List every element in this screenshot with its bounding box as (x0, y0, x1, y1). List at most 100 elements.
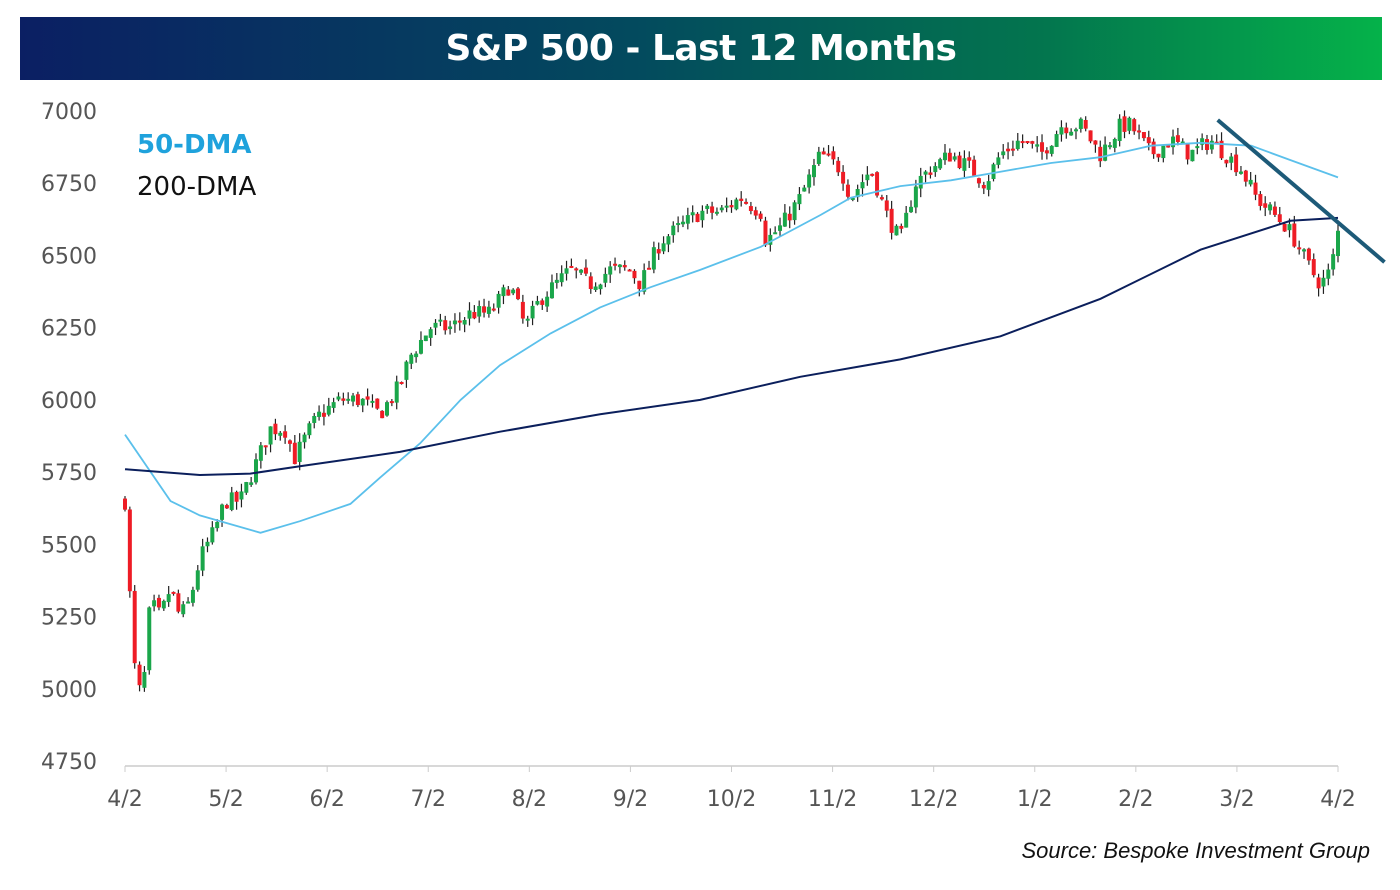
x-tick-label: 8/2 (512, 787, 547, 812)
candle-body (1253, 182, 1258, 195)
candle-body (559, 273, 564, 283)
candle-body (1088, 130, 1093, 142)
candle-body (778, 225, 783, 231)
candle-body (1020, 141, 1025, 144)
candle-body (147, 607, 152, 671)
candle-body (1117, 118, 1122, 141)
candle-body (205, 541, 210, 547)
legend-50dma: 50-DMA (137, 130, 252, 160)
candle-body (748, 206, 753, 212)
candle-body (1107, 145, 1112, 148)
candle-body (802, 187, 807, 192)
candle-body (787, 213, 792, 221)
candle-body (1166, 145, 1171, 148)
candle-body (811, 165, 816, 178)
candle-body (933, 166, 938, 173)
candle-body (899, 225, 904, 229)
candle-body (651, 247, 656, 270)
candle-body (904, 212, 909, 228)
candle-body (671, 225, 676, 236)
candle-body (525, 318, 530, 321)
candle-body (535, 301, 540, 305)
candle-body (622, 265, 627, 268)
candle-body (486, 306, 491, 314)
candle-body (981, 184, 986, 189)
candle-body (506, 289, 511, 296)
candle-body (355, 394, 360, 406)
candle-body (1175, 135, 1180, 142)
candle-body (1044, 150, 1049, 154)
candle-body (123, 498, 127, 510)
candle-body (258, 445, 263, 461)
candle-body (976, 178, 981, 184)
candle-body (724, 205, 729, 208)
candle-body (1326, 269, 1331, 279)
candle-body (482, 306, 487, 313)
candle-body (244, 482, 249, 493)
x-tick-label: 7/2 (411, 787, 446, 812)
candle-body (132, 590, 137, 664)
candle-body (321, 412, 326, 417)
candle-body (836, 160, 841, 173)
candle-body (389, 401, 394, 404)
candle-body (249, 482, 254, 485)
candle-body (1040, 142, 1045, 152)
candle-body (501, 287, 506, 297)
lines (124, 118, 1386, 534)
candle-body (734, 199, 739, 210)
ma50-line (124, 141, 1339, 534)
candle-body (1292, 223, 1297, 247)
candle-body (744, 201, 749, 204)
candle-body (496, 293, 501, 308)
candle-body (1083, 120, 1088, 129)
candle-body (1209, 140, 1214, 150)
candle-body (855, 189, 860, 198)
candle-body (957, 155, 962, 169)
candle-body (423, 335, 428, 342)
candle-body (845, 184, 850, 197)
candle-body (991, 164, 996, 180)
candle-body (1161, 145, 1166, 159)
candle-body (438, 319, 443, 322)
candle-body (816, 151, 821, 165)
candle-body (909, 206, 914, 213)
candle-body (375, 398, 380, 409)
candle-body (753, 210, 758, 216)
candle-body (588, 276, 593, 289)
candle-body (1010, 148, 1015, 151)
candle-body (307, 423, 312, 436)
candle-body (268, 426, 273, 445)
candle-body (831, 151, 836, 160)
candle-body (690, 212, 695, 216)
candle-body (254, 459, 259, 483)
candle-body (234, 491, 239, 502)
downtrend-line (1216, 118, 1386, 264)
candle-body (210, 527, 215, 543)
candle-body (821, 151, 826, 155)
candle-body (894, 225, 899, 236)
candle-body (1311, 259, 1316, 276)
candle-body (583, 267, 588, 274)
candle-body (884, 200, 889, 211)
candle-body (1321, 277, 1326, 287)
candle-body (181, 604, 186, 615)
candle-body (1297, 247, 1302, 250)
candle-body (598, 284, 603, 290)
candle-body (1156, 153, 1161, 158)
candle-body (792, 202, 797, 221)
candle-body (152, 600, 157, 607)
candle-body (1049, 145, 1054, 154)
candle-body (351, 395, 356, 402)
candle-body (224, 505, 229, 509)
candle-body (942, 152, 947, 161)
candle-body (414, 353, 419, 358)
candle-body (826, 153, 831, 156)
candle-body (215, 522, 220, 529)
candle-body (1127, 117, 1132, 131)
candle-body (365, 396, 370, 400)
y-tick-label: 6750 (41, 172, 97, 197)
candle-body (1272, 206, 1277, 215)
candle-body (1331, 254, 1336, 270)
candle-body (1229, 156, 1234, 163)
